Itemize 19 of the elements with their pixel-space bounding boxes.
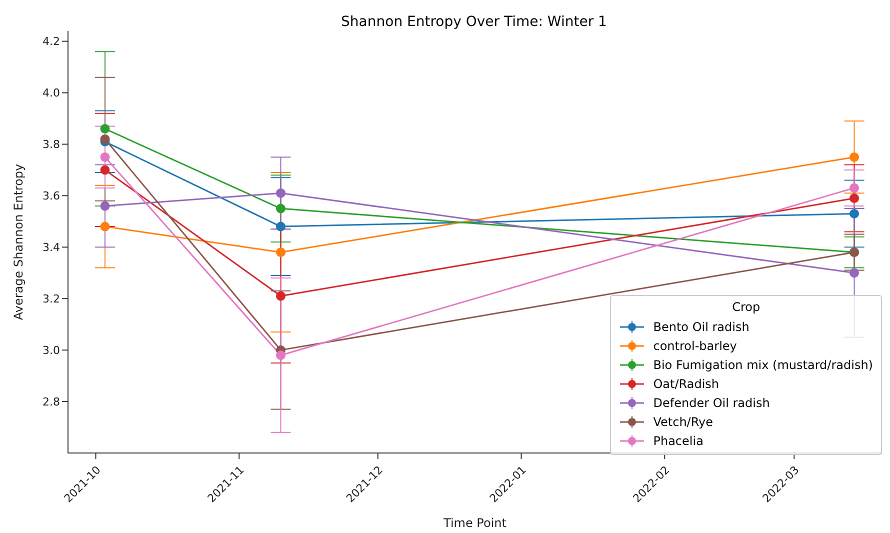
y-tick-label: 2.8 xyxy=(42,395,60,408)
legend-label: Bio Fumigation mix (mustard/radish) xyxy=(653,358,873,372)
y-axis-title: Average Shannon Entropy xyxy=(11,164,26,320)
legend-label: Vetch/Rye xyxy=(653,414,714,428)
y-tick-label: 4.2 xyxy=(42,35,60,48)
y-tick-label: 3.2 xyxy=(42,292,60,306)
chart-title: Shannon Entropy Over Time: Winter 1 xyxy=(340,14,608,30)
y-tick-label: 3.8 xyxy=(42,138,60,152)
y-tick-label: 4.0 xyxy=(42,86,60,100)
legend-label: control-barley xyxy=(653,338,737,352)
legend-label: Phacelia xyxy=(653,434,704,448)
legend-label: Defender Oil radish xyxy=(653,396,770,410)
y-tick-label: 3.6 xyxy=(42,190,60,203)
legend-label: Bento Oil radish xyxy=(653,320,750,334)
x-axis-title: Time Point xyxy=(442,516,507,530)
legend-title: Crop xyxy=(731,300,762,314)
y-tick-label: 3.4 xyxy=(42,241,60,254)
y-tick-label: 3.0 xyxy=(42,344,60,357)
legend-label: Oat/Radish xyxy=(653,376,720,390)
